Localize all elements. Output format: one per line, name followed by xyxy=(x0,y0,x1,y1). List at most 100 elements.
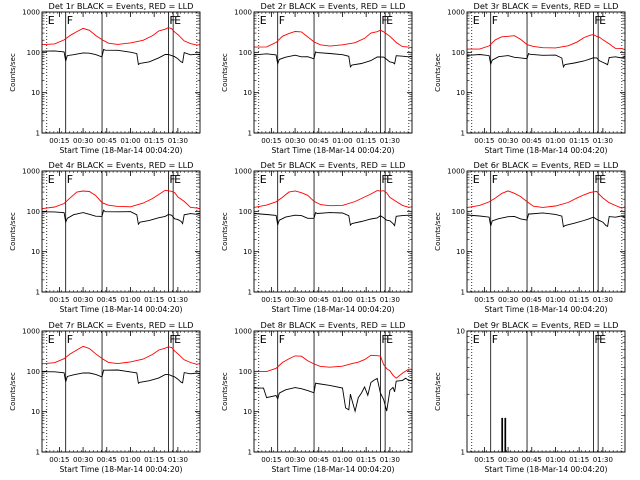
x-tick-label: 01:15 xyxy=(569,296,589,304)
event-marker-label: E xyxy=(48,333,55,346)
series-line xyxy=(254,354,413,379)
series-line xyxy=(41,48,201,66)
y-tick-label: 10 xyxy=(243,408,252,416)
x-tick-label: 00:15 xyxy=(49,296,69,304)
x-tick-label: 01:00 xyxy=(332,137,352,145)
panel-title: Det 8r BLACK = Events, RED = LLD xyxy=(261,320,406,330)
event-marker-label: F xyxy=(67,14,73,27)
plot-frame xyxy=(253,170,413,293)
event-marker-label: E xyxy=(260,333,267,346)
x-tick-label: 00:45 xyxy=(309,137,329,145)
event-marker-label: F xyxy=(492,173,498,186)
series-line xyxy=(466,52,626,69)
y-tick-label: 1 xyxy=(461,289,465,297)
event-marker-label: E xyxy=(386,173,393,186)
event-marker-label: E xyxy=(473,14,480,27)
y-tick-label: 100 xyxy=(27,368,40,376)
x-tick-label: 01:00 xyxy=(120,296,140,304)
event-marker-label: F xyxy=(594,173,600,186)
x-tick-label: 00:30 xyxy=(498,137,518,145)
series-line xyxy=(253,211,413,227)
x-tick-label: 01:15 xyxy=(356,296,376,304)
panel-title: Det 6r BLACK = Events, RED = LLD xyxy=(474,160,619,170)
event-marker-label: E xyxy=(473,333,480,346)
event-marker-label: F xyxy=(594,333,600,346)
series-line xyxy=(41,27,201,46)
y-tick-label: 10 xyxy=(243,89,252,97)
y-tick-label: 100 xyxy=(452,208,465,216)
y-axis-label: Counts/sec xyxy=(434,372,442,411)
x-tick-label: 01:30 xyxy=(168,456,188,464)
event-marker-label: E xyxy=(473,173,480,186)
x-tick-label: 00:15 xyxy=(474,296,494,304)
y-tick-label: 1 xyxy=(461,449,465,457)
panel-2: Det 2r BLACK = Events, RED = LLD Counts/s… xyxy=(221,1,413,155)
series-line xyxy=(466,190,626,209)
panel-6: Det 6r BLACK = Events, RED = LLD Counts/s… xyxy=(434,160,626,314)
series-line xyxy=(254,377,413,413)
plot-frame xyxy=(466,330,626,453)
x-tick-label: 01:00 xyxy=(545,137,565,145)
x-tick-label: 01:30 xyxy=(168,296,188,304)
x-tick-label: 00:30 xyxy=(73,296,93,304)
event-marker-label: E xyxy=(599,333,606,346)
x-tick-label: 00:45 xyxy=(309,456,329,464)
x-tick-label: 00:15 xyxy=(261,296,281,304)
y-tick-label: 10 xyxy=(456,328,465,336)
x-tick-label: 00:45 xyxy=(97,296,117,304)
x-tick-label: 01:00 xyxy=(545,456,565,464)
event-marker-label: F xyxy=(169,173,175,186)
y-tick-label: 100 xyxy=(452,49,465,57)
x-tick-label: 00:15 xyxy=(474,137,494,145)
event-marker-label: F xyxy=(492,333,498,346)
x-tick-label: 01:30 xyxy=(380,456,400,464)
panel-9: Det 9r BLACK = Events, RED = LLD Counts/s… xyxy=(434,320,626,474)
x-tick-label: 00:45 xyxy=(309,296,329,304)
y-tick-label: 10 xyxy=(31,89,40,97)
x-tick-label: 00:15 xyxy=(49,456,69,464)
panel-title: Det 7r BLACK = Events, RED = LLD xyxy=(49,320,194,330)
panel-title: Det 4r BLACK = Events, RED = LLD xyxy=(49,160,194,170)
y-tick-label: 10 xyxy=(31,248,40,256)
x-tick-label: 00:45 xyxy=(522,296,542,304)
y-tick-label: 1000 xyxy=(447,9,465,17)
event-marker-label: F xyxy=(279,173,285,186)
x-axis-label: Start Time (18-Mar-14 00:04:20) xyxy=(484,305,607,314)
y-axis-label: Counts/sec xyxy=(434,212,442,251)
panel-title: Det 5r BLACK = Events, RED = LLD xyxy=(261,160,406,170)
y-axis-label: Counts/sec xyxy=(221,212,229,251)
y-tick-label: 100 xyxy=(27,208,40,216)
event-marker-label: F xyxy=(381,173,387,186)
y-tick-label: 1 xyxy=(248,449,252,457)
x-tick-label: 01:15 xyxy=(144,456,164,464)
panel-title: Det 9r BLACK = Events, RED = LLD xyxy=(474,320,619,330)
plot-frame xyxy=(466,170,626,293)
y-tick-label: 100 xyxy=(239,208,252,216)
plot-frame xyxy=(41,330,201,453)
y-tick-label: 10 xyxy=(31,408,40,416)
x-tick-label: 01:15 xyxy=(356,456,376,464)
x-axis-label: Start Time (18-Mar-14 00:04:20) xyxy=(484,465,607,474)
x-tick-label: 01:30 xyxy=(168,137,188,145)
y-tick-label: 1 xyxy=(36,289,40,297)
series-line xyxy=(253,29,413,49)
series-line xyxy=(253,51,413,68)
x-axis-label: Start Time (18-Mar-14 00:04:20) xyxy=(271,305,394,314)
panel-3: Det 3r BLACK = Events, RED = LLD Counts/s… xyxy=(434,1,626,155)
plot-frame xyxy=(41,170,201,293)
y-tick-label: 100 xyxy=(27,49,40,57)
x-tick-label: 01:15 xyxy=(569,137,589,145)
x-tick-label: 01:15 xyxy=(356,137,376,145)
event-marker-label: E xyxy=(174,333,181,346)
y-tick-label: 1000 xyxy=(234,168,252,176)
series-line xyxy=(41,209,201,226)
x-axis-label: Start Time (18-Mar-14 00:04:20) xyxy=(271,146,394,155)
x-tick-label: 01:15 xyxy=(144,137,164,145)
x-tick-label: 00:30 xyxy=(285,137,305,145)
event-marker-label: F xyxy=(381,14,387,27)
plot-frame xyxy=(466,11,626,134)
x-tick-label: 00:15 xyxy=(49,137,69,145)
x-tick-label: 01:00 xyxy=(545,296,565,304)
y-tick-label: 1000 xyxy=(22,168,40,176)
